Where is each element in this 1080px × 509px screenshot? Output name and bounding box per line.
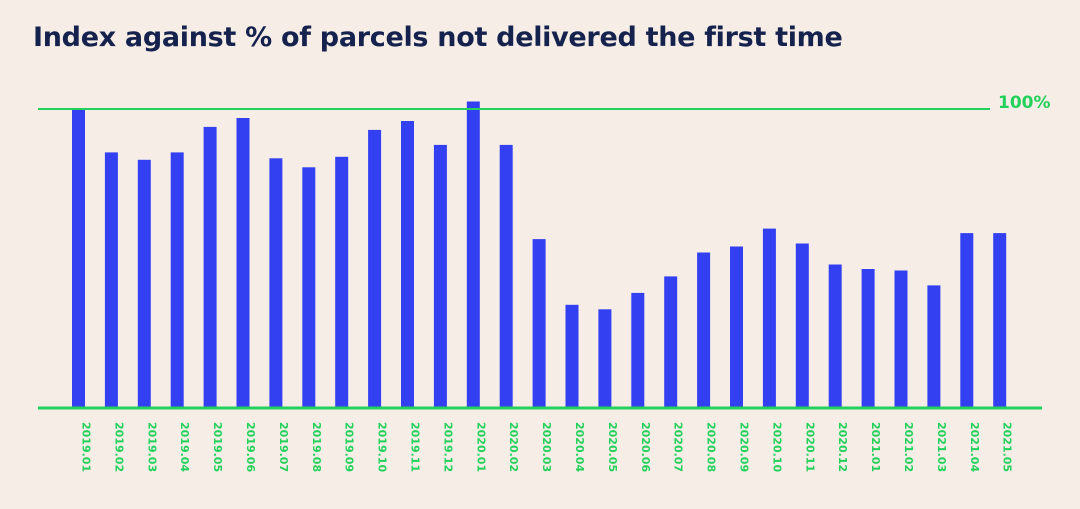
bar-2021.05 [993, 233, 1007, 408]
x-tick-label-2019.05: 2019.05 [211, 422, 224, 472]
x-tick-label-2021.02: 2021.02 [902, 422, 915, 472]
x-tick-label-2021.05: 2021.05 [1001, 422, 1014, 472]
bar-2021.02 [894, 270, 908, 408]
x-tick-label-2021.04: 2021.04 [968, 422, 981, 472]
x-tick-label-2019.10: 2019.10 [376, 422, 389, 472]
bar-2021.04 [960, 233, 974, 408]
x-tick-label-2019.03: 2019.03 [145, 422, 158, 472]
bar-2020.07 [664, 276, 678, 408]
bar-2019.11 [401, 121, 414, 408]
x-tick-label-2019.06: 2019.06 [244, 422, 257, 472]
x-tick-label-2019.04: 2019.04 [178, 422, 191, 472]
x-tick-label-2020.09: 2020.09 [738, 422, 751, 472]
bar-2020.04 [565, 304, 579, 408]
bar-2019.09 [335, 156, 349, 408]
x-tick-label-2020.10: 2020.10 [770, 422, 783, 472]
x-tick-label-2019.07: 2019.07 [277, 422, 290, 472]
bar-2020.01 [466, 101, 480, 408]
bar-2019.10 [368, 129, 382, 408]
x-tick-label-2021.03: 2021.03 [935, 422, 948, 472]
x-tick-label-2019.09: 2019.09 [343, 422, 356, 472]
x-tick-label-2020.01: 2020.01 [474, 422, 487, 472]
x-tick-label-2020.11: 2020.11 [803, 422, 816, 472]
x-tick-label-2021.01: 2021.01 [869, 422, 882, 472]
x-tick-label-2019.12: 2019.12 [441, 422, 454, 472]
bar-2020.11 [795, 243, 809, 408]
x-tick-label-2019.02: 2019.02 [112, 422, 125, 472]
bar-2019.08 [302, 167, 316, 408]
x-tick-label-2019.01: 2019.01 [80, 422, 93, 472]
bar-2019.12 [433, 144, 447, 408]
bar-2019.03 [137, 159, 151, 408]
x-tick-label-2020.08: 2020.08 [705, 422, 718, 472]
x-tick-label-2019.11: 2019.11 [409, 422, 422, 472]
x-tick-label-2020.07: 2020.07 [672, 422, 685, 472]
x-tick-label-2020.02: 2020.02 [507, 422, 520, 472]
bar-2020.08 [697, 252, 711, 408]
x-tick-label-2020.04: 2020.04 [573, 422, 586, 472]
bar-2020.05 [598, 309, 612, 408]
bar-2020.03 [532, 239, 546, 408]
x-tick-label-2020.06: 2020.06 [639, 422, 652, 472]
x-tick-label-2020.12: 2020.12 [836, 422, 849, 472]
bar-2020.12 [828, 264, 842, 408]
bar-2019.01 [72, 109, 85, 408]
bar-2020.09 [730, 246, 743, 408]
x-tick-label-2020.03: 2020.03 [540, 422, 553, 472]
x-tick-label-2020.05: 2020.05 [606, 422, 619, 472]
bar-2019.07 [269, 158, 283, 408]
x-axis-tick-labels: 2019.01 2019.02 2019.03 2019.04 2019.05 2019.… [80, 422, 1014, 472]
chart-title: Index against % of parcels not delivered… [33, 22, 843, 53]
x-tick-label-2019.08: 2019.08 [310, 422, 323, 472]
bar-2021.01 [861, 269, 875, 408]
bar-2019.05 [203, 126, 217, 409]
bar-2019.04 [170, 152, 184, 408]
bar-2020.06 [631, 292, 645, 408]
bar-2021.03 [927, 285, 941, 408]
bar-2019.02 [104, 152, 118, 408]
bar-2020.02 [499, 144, 513, 408]
bar-2019.06 [236, 118, 250, 408]
reference-line-label: 100% [998, 93, 1051, 113]
bar-2020.10 [762, 228, 776, 408]
bars-group [72, 101, 1007, 409]
